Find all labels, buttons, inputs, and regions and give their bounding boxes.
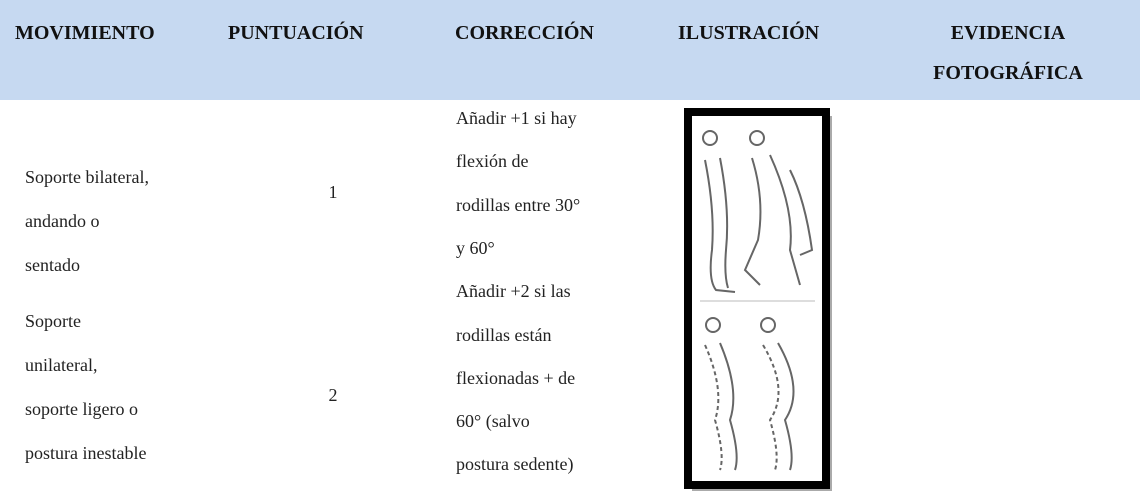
puntuacion-text: 2 bbox=[328, 385, 338, 405]
correccion-text: flexionadas + de bbox=[456, 367, 576, 388]
header-cell: ILUSTRACIÓN bbox=[678, 22, 820, 44]
movimiento-text: Soporte bilateral, bbox=[25, 167, 149, 187]
header-cell: FOTOGRÁFICA bbox=[933, 62, 1083, 84]
header-cell: MOVIMIENTO bbox=[15, 22, 155, 44]
movimiento-text: andando o bbox=[25, 211, 100, 231]
header-cell: PUNTUACIÓN bbox=[228, 22, 364, 44]
movimiento-text: sentado bbox=[25, 255, 80, 275]
correccion-text: 60° (salvo bbox=[456, 411, 530, 432]
movimiento-text: postura inestable bbox=[25, 443, 147, 463]
header-band bbox=[0, 0, 1140, 100]
puntuacion-text: 1 bbox=[328, 182, 338, 202]
movimiento-text: unilateral, bbox=[25, 355, 98, 375]
correccion-text: y 60° bbox=[456, 237, 495, 258]
movimiento-text: Soporte bbox=[25, 311, 81, 331]
correccion-text: Añadir +1 si hay bbox=[456, 108, 577, 128]
correccion-text: rodillas entre 30° bbox=[456, 194, 581, 215]
header-cell: CORRECCIÓN bbox=[455, 22, 594, 44]
correccion-text: rodillas están bbox=[456, 324, 552, 345]
correccion-text: Añadir +2 si las bbox=[456, 281, 571, 302]
correccion-text: flexión de bbox=[456, 151, 529, 172]
header-cell: EVIDENCIA bbox=[950, 22, 1066, 44]
movimiento-text: soporte ligero o bbox=[25, 399, 138, 419]
correccion-text: postura sedente) bbox=[456, 454, 574, 475]
